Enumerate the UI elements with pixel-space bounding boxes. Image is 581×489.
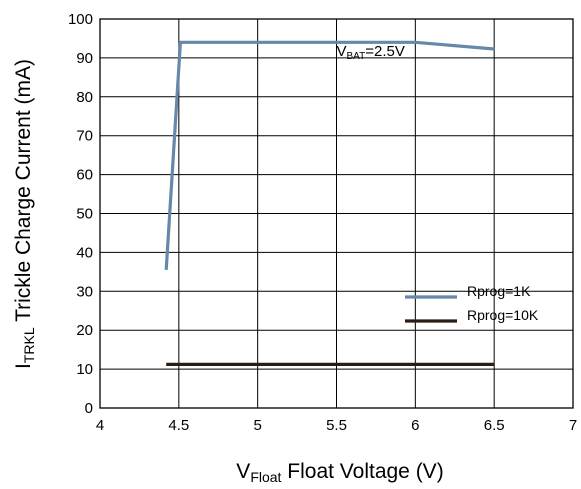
y-axis-label: ITRKL Trickle Charge Current (mA) xyxy=(12,59,37,369)
y-axis-label-rest: Trickle Charge Current (mA) xyxy=(12,59,35,327)
legend-label-2: Rprog=10K xyxy=(467,307,539,323)
y-tick-label-4: 40 xyxy=(76,244,93,261)
x-tick-label-2: 5 xyxy=(253,417,261,434)
annotation-sub: BAT xyxy=(347,51,366,62)
y-tick-label-9: 90 xyxy=(76,50,93,67)
x-tick-label-5: 6.5 xyxy=(484,417,505,434)
y-tick-label-6: 60 xyxy=(76,167,93,184)
plot-frame xyxy=(99,18,574,409)
y-tick-label-1: 10 xyxy=(76,361,93,378)
x-tick-label-1: 4.5 xyxy=(168,417,189,434)
y-tick-label-3: 30 xyxy=(76,283,93,300)
x-axis-label-rest: Float Voltage (V) xyxy=(281,460,443,483)
vbat-annotation: VBAT=2.5V xyxy=(337,43,405,62)
x-axis-label-sub: Float xyxy=(250,469,281,485)
annotation-main: V xyxy=(337,43,347,60)
x-tick-label-6: 7 xyxy=(569,417,577,434)
series-line-1 xyxy=(164,40,495,270)
legend-label-1: Rprog=1K xyxy=(467,283,531,299)
x-axis-label: VFloat Float Voltage (V) xyxy=(236,460,443,485)
y-tick-label-7: 70 xyxy=(76,128,93,145)
x-axis-label-main: V xyxy=(236,460,250,483)
y-tick-label-5: 50 xyxy=(76,206,93,223)
y-tick-label-10: 100 xyxy=(68,11,93,28)
series-layer xyxy=(164,40,495,366)
x-tick-label-0: 4 xyxy=(96,417,104,434)
y-tick-label-8: 80 xyxy=(76,89,93,106)
x-tick-label-3: 5.5 xyxy=(326,417,347,434)
y-tick-label-2: 20 xyxy=(76,322,93,339)
y-axis-label-sub: TRKL xyxy=(21,327,37,363)
y-axis-label-main: I xyxy=(12,363,35,369)
y-tick-label-0: 0 xyxy=(85,400,93,417)
annotation-rest: =2.5V xyxy=(365,43,405,60)
legend: Rprog=1K Rprog=10K xyxy=(405,283,539,323)
x-tick-label-4: 6 xyxy=(411,417,419,434)
